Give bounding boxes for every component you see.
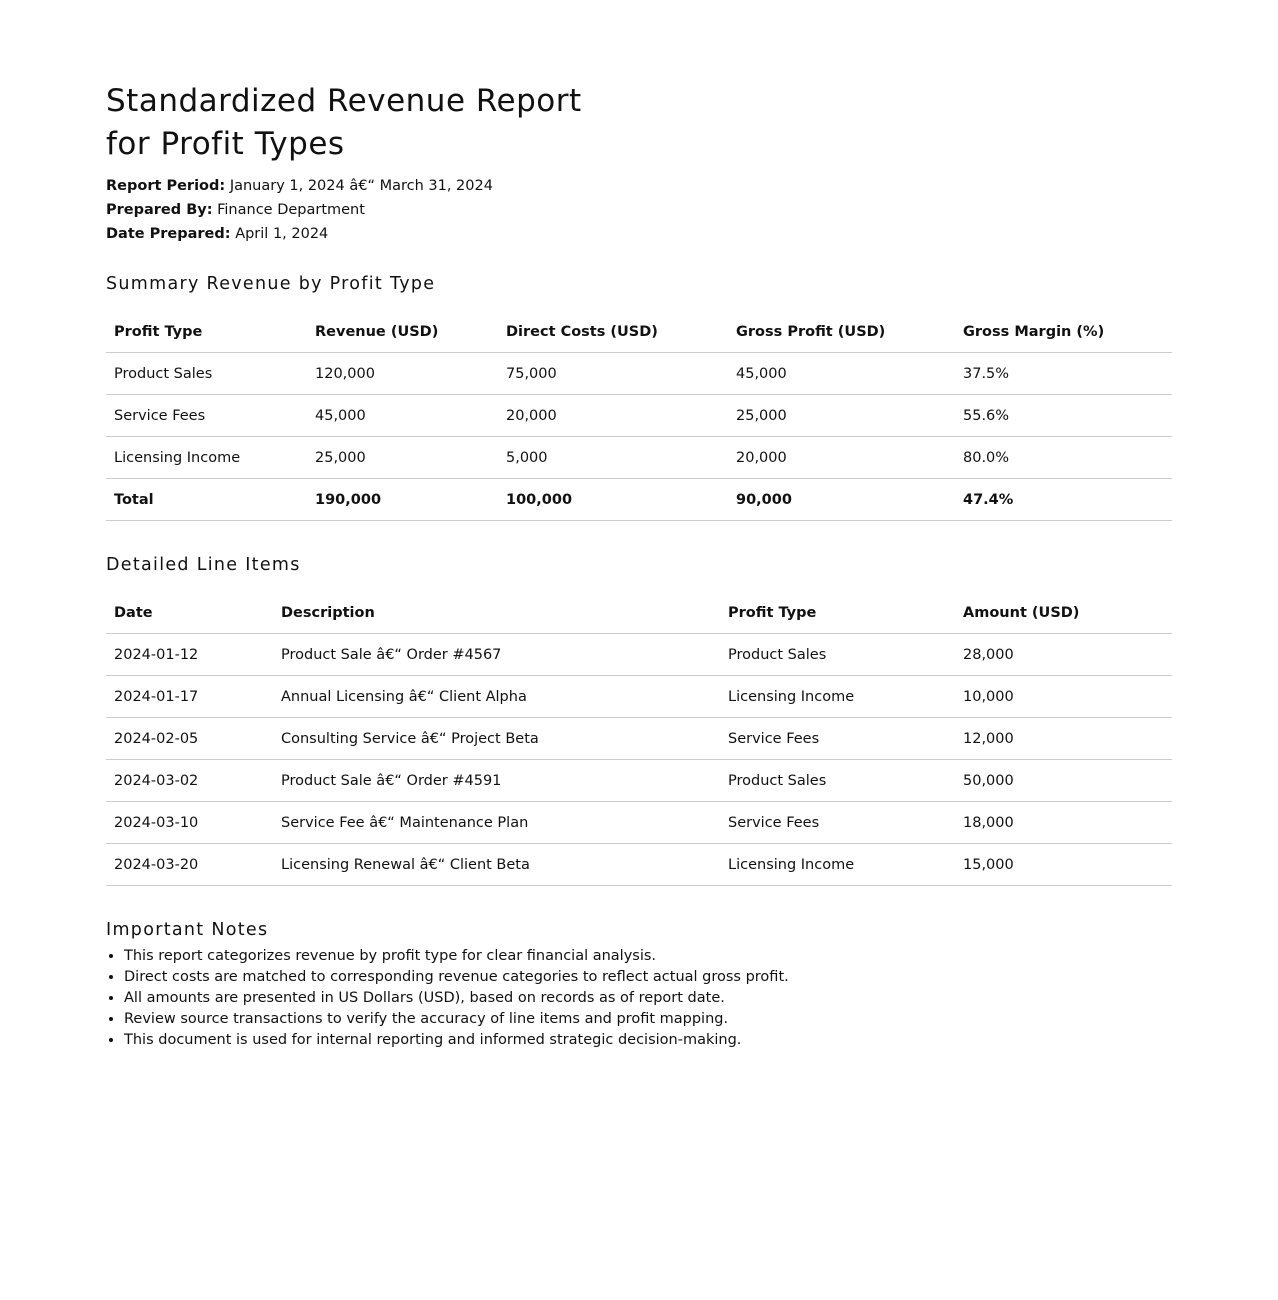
table-cell: 55.6% — [955, 394, 1172, 437]
table-cell: Licensing Income — [720, 675, 955, 718]
meta-label: Prepared By: — [106, 202, 213, 218]
table-row: 2024-03-10 Service Fee â€“ Maintenance Pl… — [106, 801, 1172, 844]
column-header: Direct Costs (USD) — [498, 312, 728, 353]
table-cell: Service Fee â€“ Maintenance Plan — [273, 801, 720, 844]
meta-value: January 1, 2024 â€“ March 31, 2024 — [229, 178, 493, 194]
table-cell: 5,000 — [498, 436, 728, 479]
note-item: All amounts are presented in US Dollars … — [124, 988, 1172, 1009]
table-cell: Licensing Income — [106, 436, 307, 479]
total-cell: 100,000 — [498, 478, 728, 521]
total-cell: Total — [106, 478, 307, 521]
table-cell: 20,000 — [498, 394, 728, 437]
table-cell: 10,000 — [955, 675, 1172, 718]
total-cell: 47.4% — [955, 478, 1172, 521]
column-header: Gross Profit (USD) — [728, 312, 955, 353]
table-cell: Product Sale â€“ Order #4567 — [273, 633, 720, 676]
table-cell: 2024-03-02 — [106, 759, 273, 802]
table-cell: 28,000 — [955, 633, 1172, 676]
table-cell: 2024-02-05 — [106, 717, 273, 760]
table-cell: 2024-01-17 — [106, 675, 273, 718]
meta-line: Report Period: January 1, 2024 â€“ March… — [106, 174, 1172, 198]
table-row: 2024-03-20 Licensing Renewal â€“ Client B… — [106, 843, 1172, 886]
table-cell: Product Sales — [720, 633, 955, 676]
total-cell: 90,000 — [728, 478, 955, 521]
note-item: This document is used for internal repor… — [124, 1030, 1172, 1051]
table-row: 2024-02-05 Consulting Service â€“ Project… — [106, 717, 1172, 760]
table-row: Licensing Income 25,000 5,000 20,000 80.0% — [106, 436, 1172, 479]
table-cell: 45,000 — [307, 394, 498, 437]
table-cell: 18,000 — [955, 801, 1172, 844]
table-row: 2024-01-12 Product Sale â€“ Order #4567 Pr… — [106, 633, 1172, 676]
table-cell: Licensing Renewal â€“ Client Beta — [273, 843, 720, 886]
table-cell: 20,000 — [728, 436, 955, 479]
table-cell: 12,000 — [955, 717, 1172, 760]
table-cell: 50,000 — [955, 759, 1172, 802]
meta-line: Prepared By: Finance Department — [106, 198, 1172, 222]
column-header: Gross Margin (%) — [955, 312, 1172, 353]
meta-label: Report Period: — [106, 178, 226, 194]
total-row: Total 190,000 100,000 90,000 47.4% — [106, 478, 1172, 521]
table-row: Service Fees 45,000 20,000 25,000 55.6% — [106, 394, 1172, 437]
note-item: This report categorizes revenue by profi… — [124, 946, 1172, 967]
meta-value: Finance Department — [217, 202, 365, 218]
table-cell: Service Fees — [106, 394, 307, 437]
table-cell: Product Sale â€“ Order #4591 — [273, 759, 720, 802]
table-cell: Annual Licensing â€“ Client Alpha — [273, 675, 720, 718]
table-cell: Licensing Income — [720, 843, 955, 886]
note-item: Direct costs are matched to correspondin… — [124, 967, 1172, 988]
table-cell: 80.0% — [955, 436, 1172, 479]
details-table: Date Description Profit Type Amount (USD) 2… — [106, 593, 1172, 886]
column-header: Revenue (USD) — [307, 312, 498, 353]
notes-list: This report categorizes revenue by profi… — [106, 946, 1172, 1051]
table-cell: 15,000 — [955, 843, 1172, 886]
table-cell: Service Fees — [720, 801, 955, 844]
notes-heading: Important Notes — [106, 920, 269, 940]
table-cell: 2024-03-10 — [106, 801, 273, 844]
table-cell: Consulting Service â€“ Project Beta — [273, 717, 720, 760]
table-cell: 2024-01-12 — [106, 633, 273, 676]
table-row: 2024-01-17 Annual Licensing â€“ Client Al… — [106, 675, 1172, 718]
note-item: Review source transactions to verify the… — [124, 1009, 1172, 1030]
table-cell: 75,000 — [498, 352, 728, 395]
table-cell: 25,000 — [307, 436, 498, 479]
table-cell: 45,000 — [728, 352, 955, 395]
meta-label: Date Prepared: — [106, 226, 231, 242]
column-header: Profit Type — [106, 312, 307, 353]
table-cell: 37.5% — [955, 352, 1172, 395]
meta-value: April 1, 2024 — [235, 226, 329, 242]
column-header: Date — [106, 593, 273, 634]
total-cell: 190,000 — [307, 478, 498, 521]
report-meta: Report Period: January 1, 2024 â€“ March… — [106, 174, 1172, 246]
table-cell: Product Sales — [106, 352, 307, 395]
table-row: 2024-03-02 Product Sale â€“ Order #4591 Pr… — [106, 759, 1172, 802]
column-header: Amount (USD) — [955, 593, 1172, 634]
table-cell: 25,000 — [728, 394, 955, 437]
table-row: Product Sales 120,000 75,000 45,000 37.5% — [106, 352, 1172, 395]
meta-line: Date Prepared: April 1, 2024 — [106, 222, 1172, 246]
summary-table: Profit Type Revenue (USD) Direct Costs (US… — [106, 312, 1172, 521]
table-cell: 120,000 — [307, 352, 498, 395]
column-header: Description — [273, 593, 720, 634]
table-cell: Product Sales — [720, 759, 955, 802]
details-heading: Detailed Line Items — [106, 555, 301, 575]
report: Standardized Revenue Report for Profit T… — [106, 80, 1172, 1051]
table-cell: Service Fees — [720, 717, 955, 760]
table-cell: 2024-03-20 — [106, 843, 273, 886]
summary-heading: Summary Revenue by Profit Type — [106, 274, 436, 294]
column-header: Profit Type — [720, 593, 955, 634]
report-title: Standardized Revenue Report for Profit T… — [106, 83, 582, 162]
